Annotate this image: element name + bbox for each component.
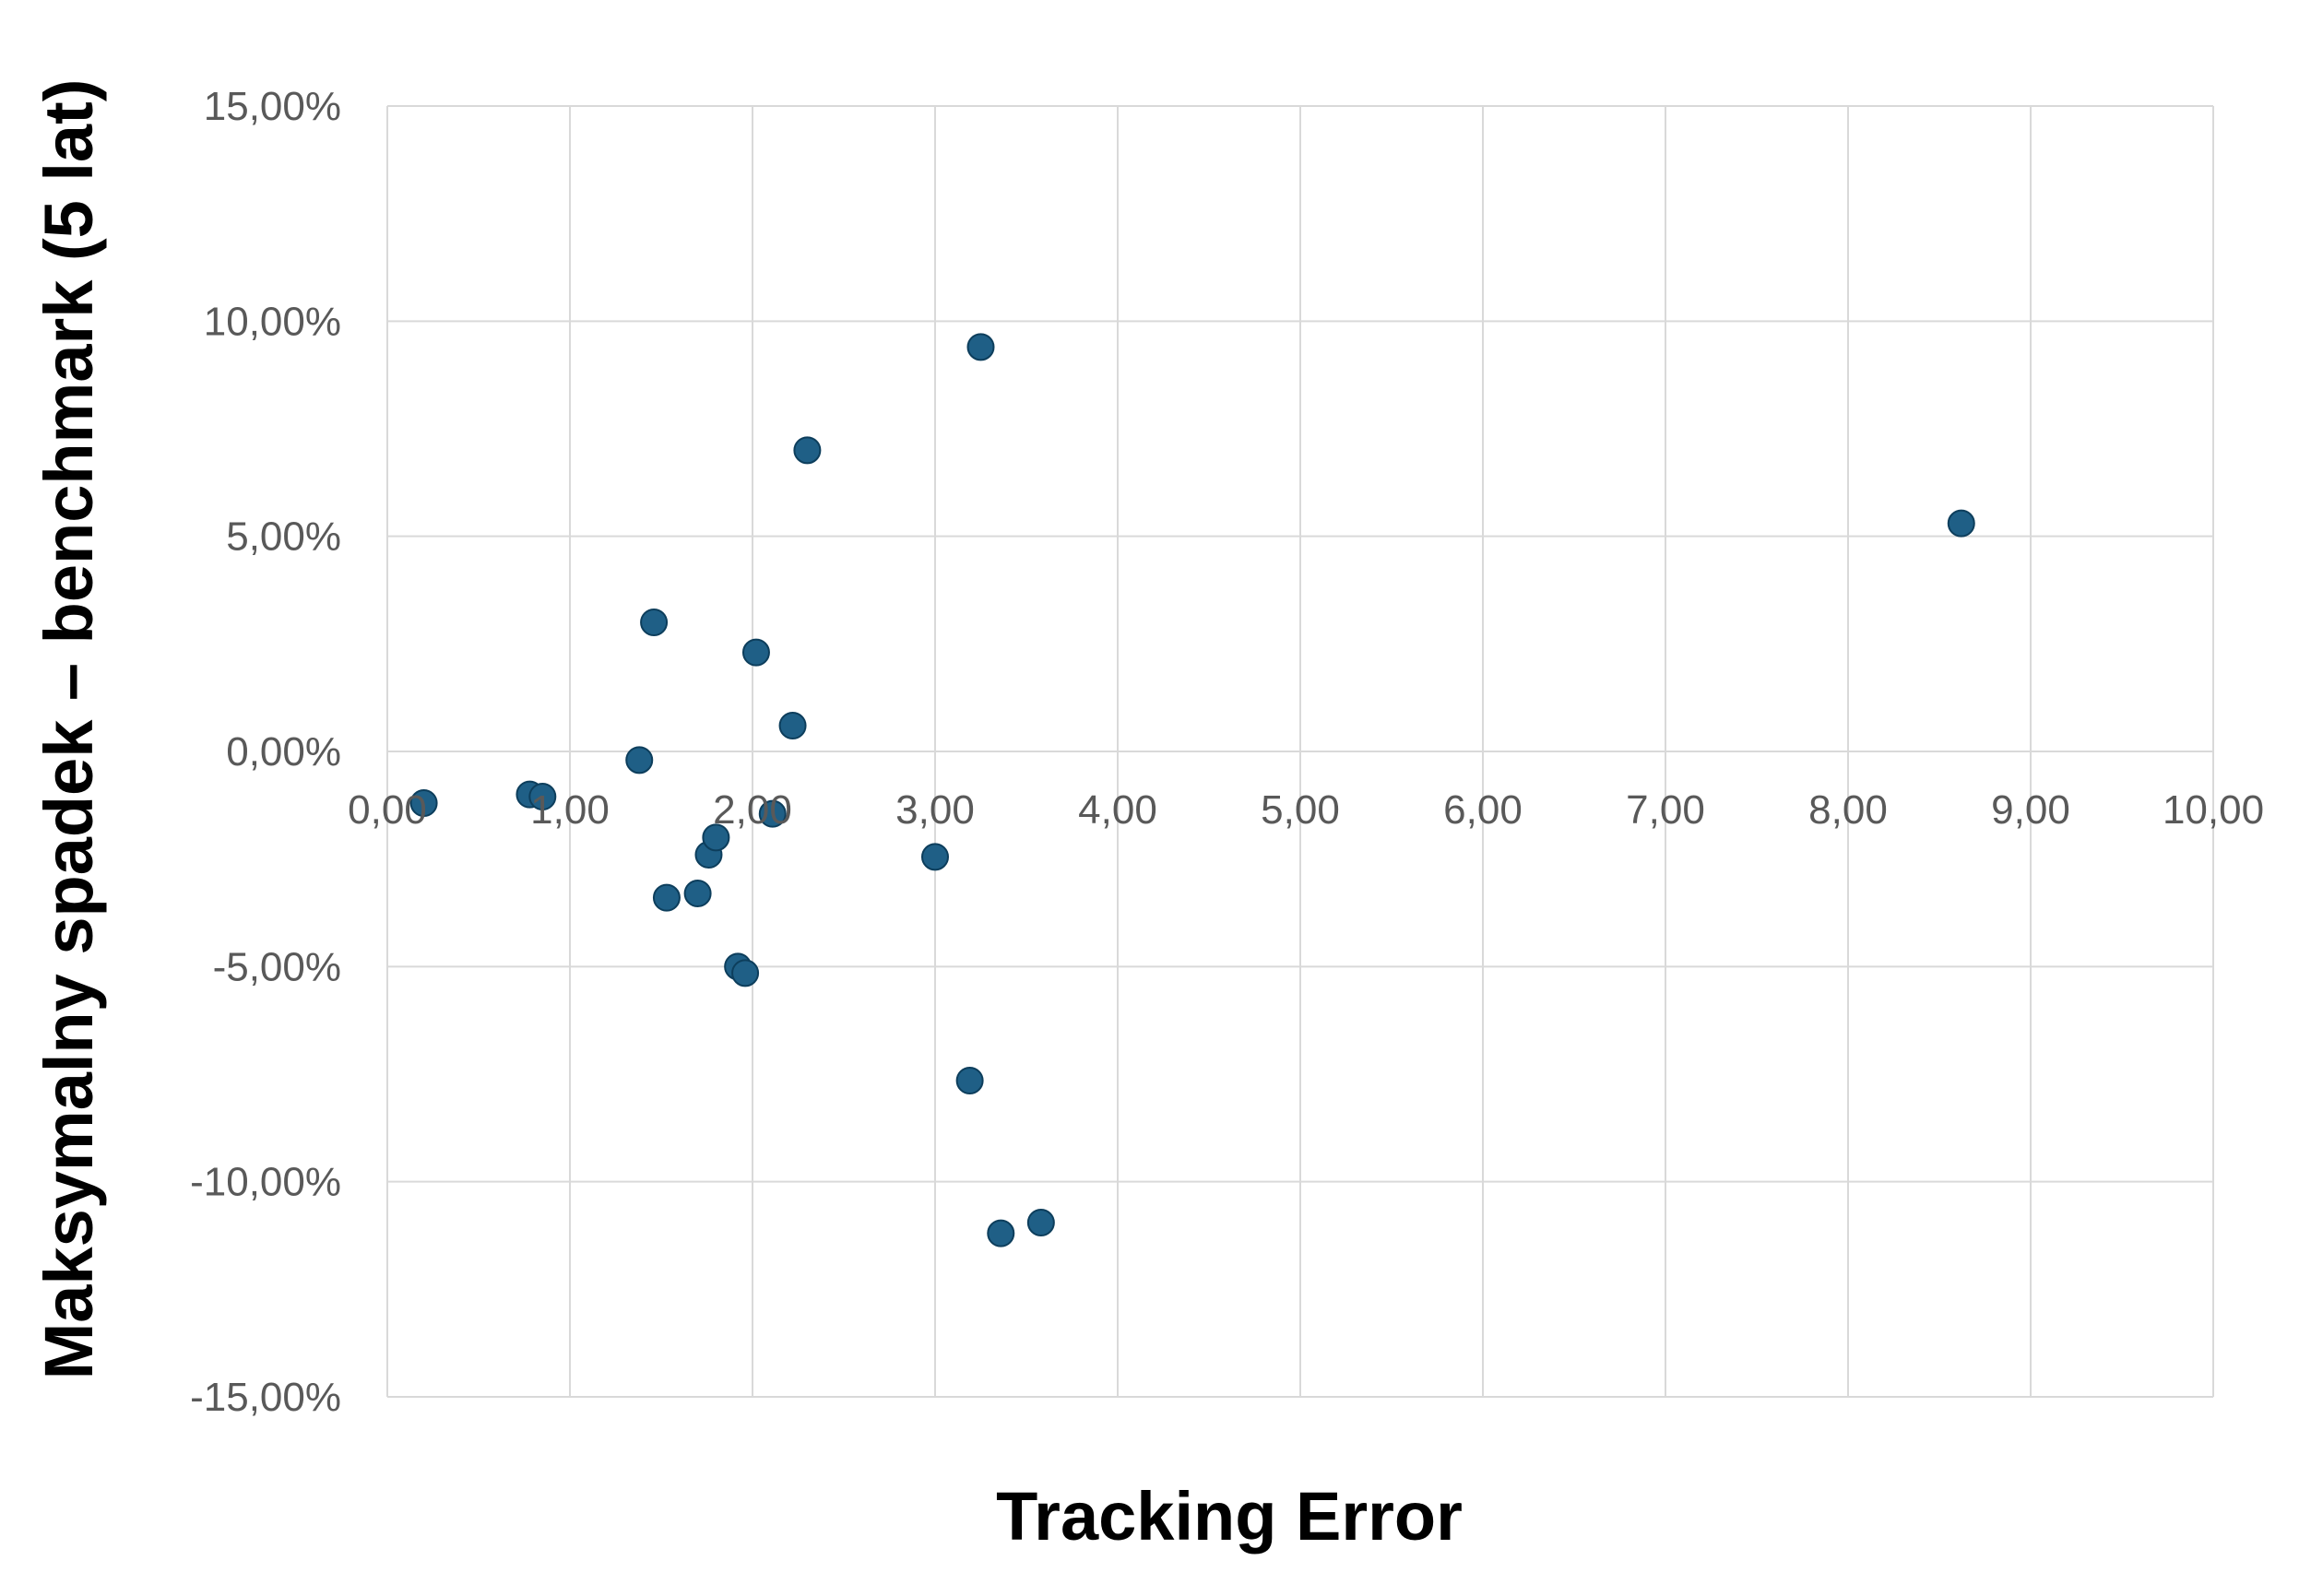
- scatter-point: [921, 843, 949, 871]
- scatter-point: [758, 799, 787, 828]
- scatter-point: [528, 783, 557, 810]
- scatter-point: [409, 789, 438, 817]
- scatter-point: [652, 883, 681, 912]
- scatter-point: [955, 1067, 984, 1094]
- x-axis-title: Tracking Error: [996, 1478, 1463, 1555]
- gridlines: [386, 105, 2214, 1398]
- y-tick-label: 15,00%: [204, 84, 341, 129]
- x-tick-label: 3,00: [895, 787, 975, 833]
- scatter-point: [741, 638, 770, 667]
- x-tick-label: 9,00: [1991, 787, 2070, 833]
- y-tick-label: 5,00%: [226, 514, 341, 560]
- scatter-point: [1947, 509, 1975, 538]
- scatter-point: [1026, 1209, 1055, 1236]
- data-points: [409, 333, 1975, 1247]
- scatter-point: [625, 746, 654, 774]
- y-tick-label: -10,00%: [190, 1160, 341, 1205]
- scatter-point: [702, 823, 730, 852]
- x-tick-label: 6,00: [1443, 787, 1523, 833]
- y-tick-label: 0,00%: [226, 729, 341, 774]
- x-tick-label: 4,00: [1078, 787, 1157, 833]
- x-tick-label: 1,00: [530, 787, 610, 833]
- scatter-point: [683, 880, 712, 907]
- x-tick-label: 10,00: [2163, 787, 2264, 833]
- scatter-point: [966, 333, 995, 361]
- x-tick-label: 5,00: [1261, 787, 1340, 833]
- scatter-point: [793, 436, 822, 465]
- y-tick-label: 10,00%: [204, 299, 341, 344]
- y-tick-label: -5,00%: [213, 944, 341, 989]
- x-tick-label: 0,00: [348, 787, 427, 833]
- x-tick-label: 2,00: [713, 787, 792, 833]
- scatter-point: [731, 959, 760, 987]
- x-tick-label: 7,00: [1626, 787, 1705, 833]
- scatter-point: [778, 712, 807, 739]
- y-tick-labels: 15,00% 10,00% 5,00% 0,00% -5,00% -10,00% -15,0…: [190, 84, 341, 1420]
- y-tick-label: -15,00%: [190, 1375, 341, 1420]
- x-tick-labels: 0,00 1,00 2,00 3,00 4,00 5,00 6,00 7,00 8,00 9,00…: [348, 787, 2264, 833]
- x-tick-label: 8,00: [1808, 787, 1888, 833]
- scatter-point: [987, 1219, 1015, 1247]
- scatter-point: [640, 609, 669, 636]
- y-axis-title: Maksymalny spadek – benchmark (5 lat): [30, 79, 107, 1380]
